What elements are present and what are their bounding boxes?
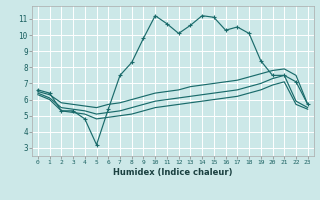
X-axis label: Humidex (Indice chaleur): Humidex (Indice chaleur) — [113, 168, 233, 177]
